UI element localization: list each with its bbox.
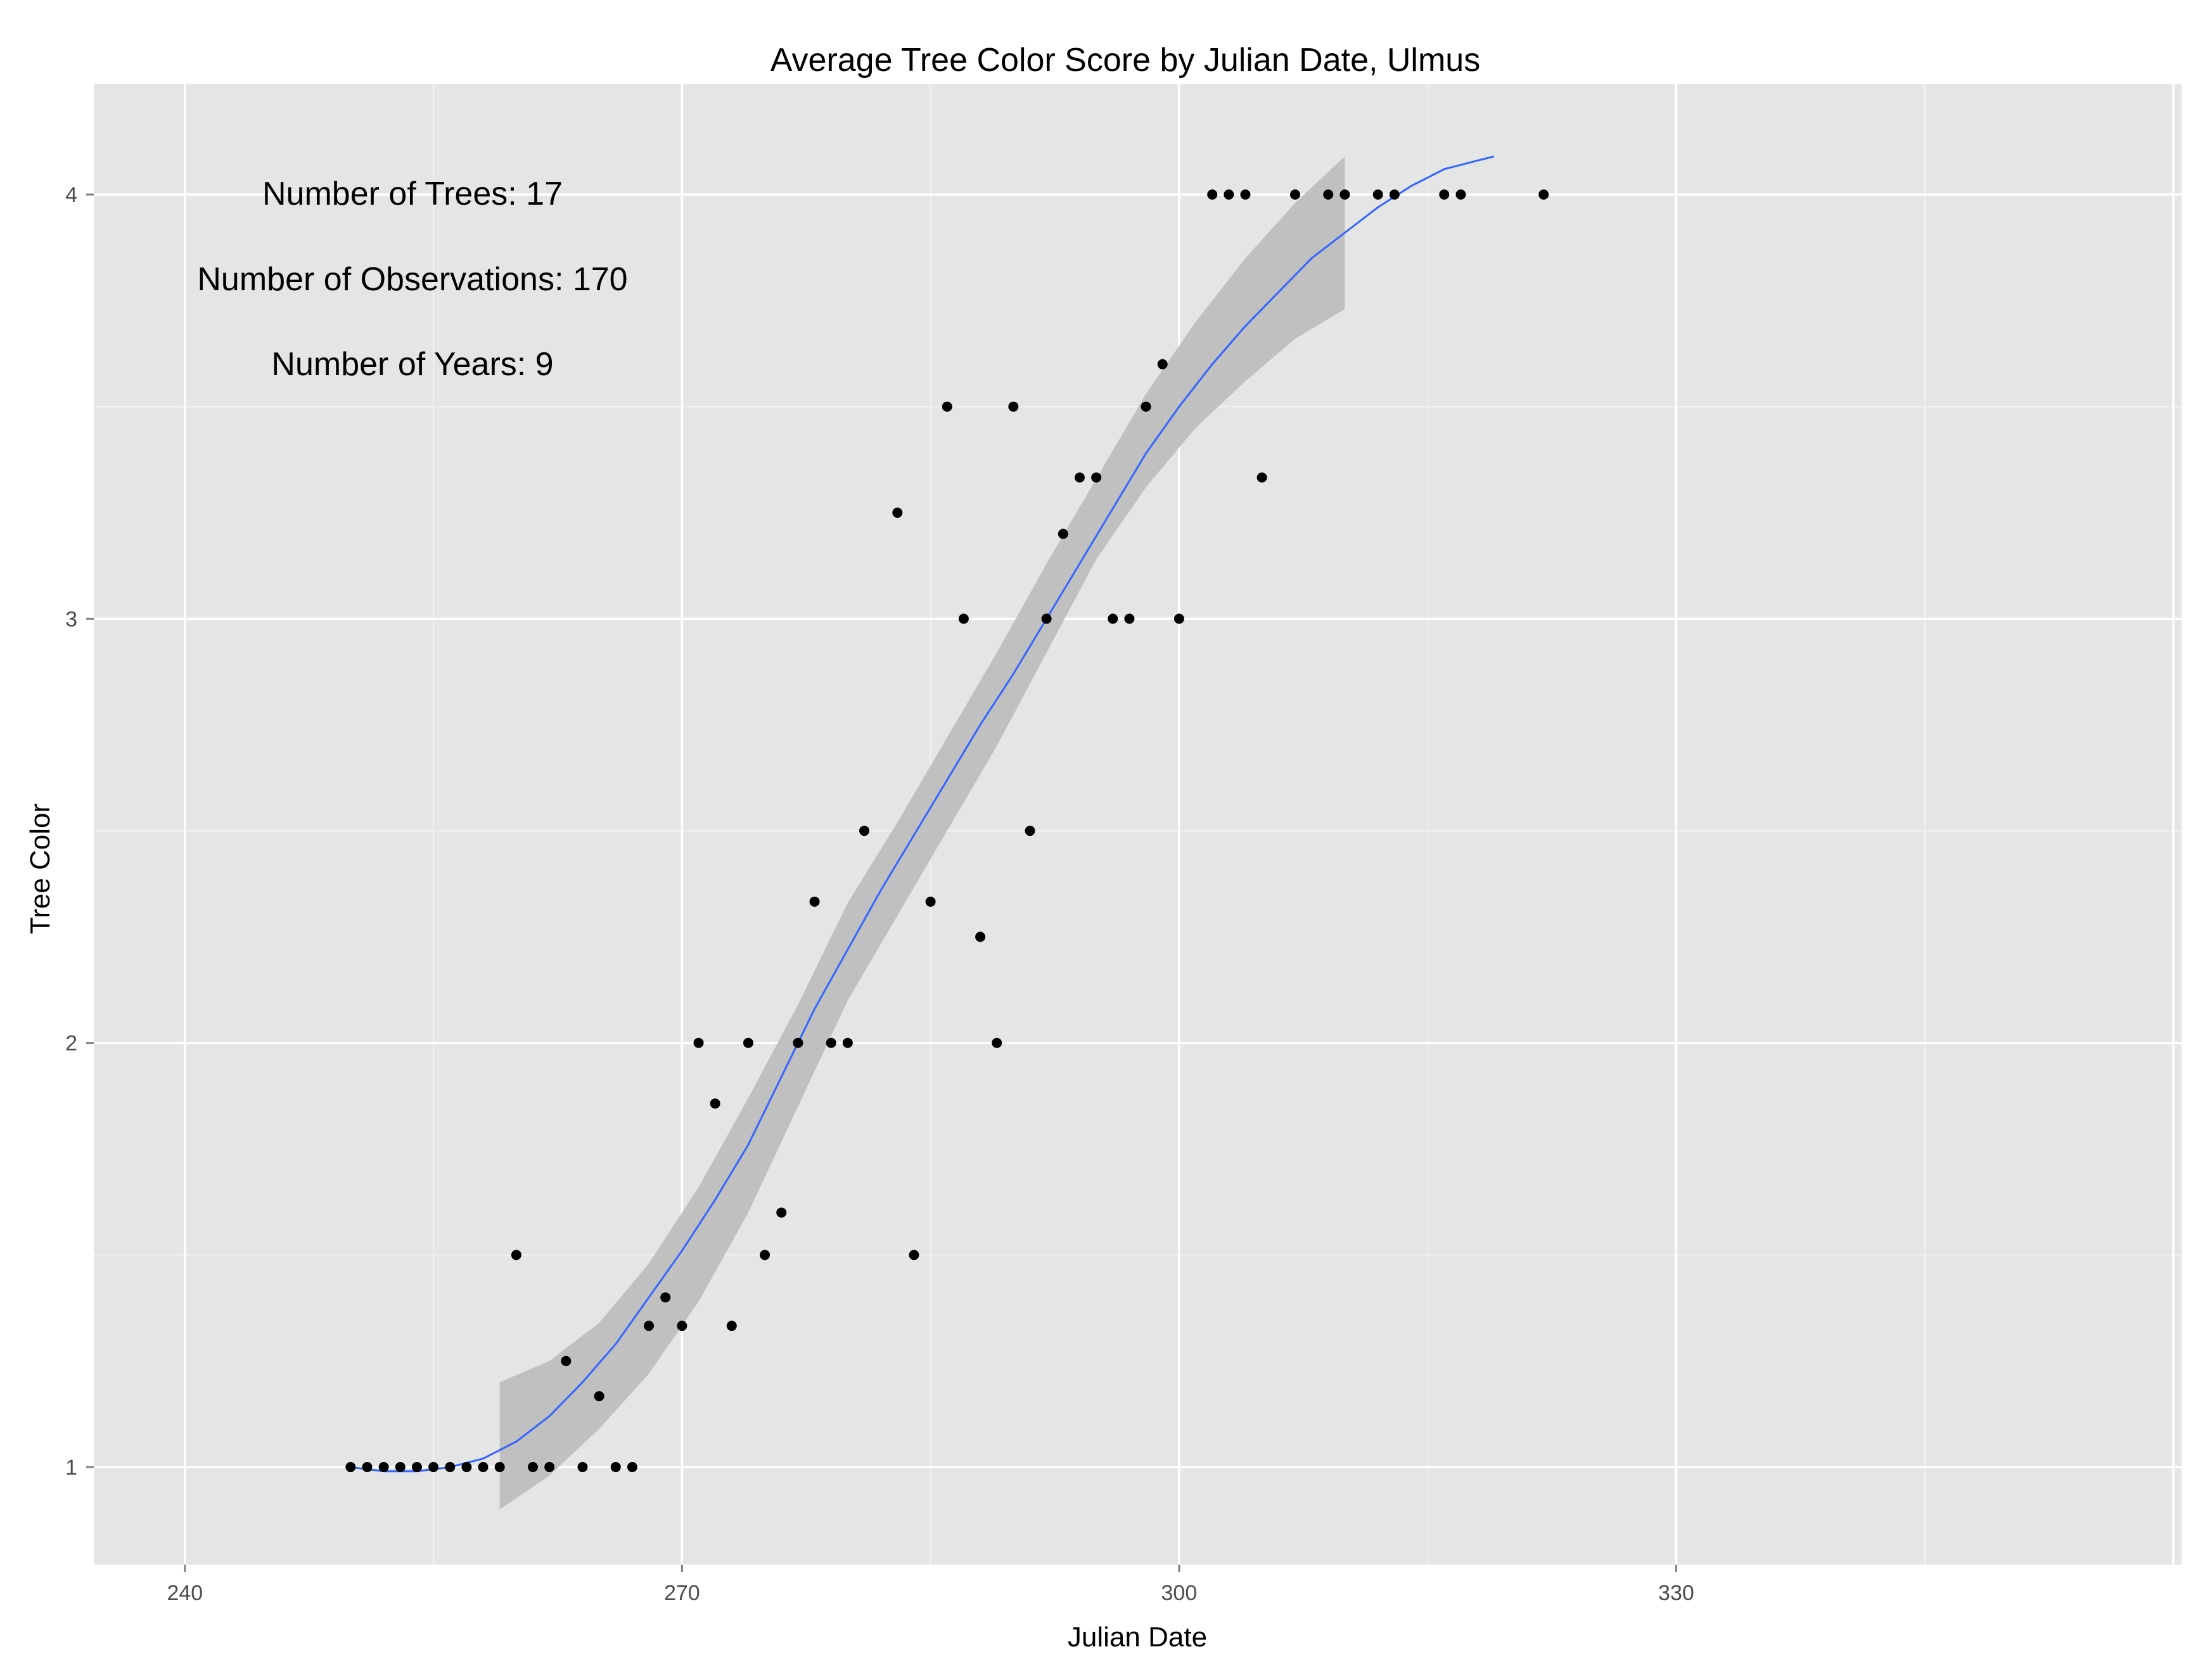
data-point (1008, 401, 1019, 412)
data-point (892, 508, 903, 518)
data-point (577, 1462, 588, 1473)
chart-title: Average Tree Color Score by Julian Date,… (770, 42, 1480, 79)
data-points (345, 189, 1549, 1473)
major-gridlines (94, 84, 2182, 1565)
data-point (1207, 189, 1218, 200)
data-point (992, 1037, 1002, 1048)
data-point (842, 1037, 853, 1048)
data-point (776, 1207, 787, 1218)
x-tick-label: 330 (1658, 1581, 1694, 1605)
smooth-line (350, 155, 1495, 1473)
y-tick-label: 1 (65, 1456, 77, 1480)
data-point (428, 1462, 439, 1473)
data-point (710, 1098, 720, 1109)
data-point (660, 1292, 671, 1303)
data-point (1141, 401, 1151, 412)
data-point (1224, 189, 1234, 200)
x-axis-ticks: 240 270 300 330 (167, 1565, 1694, 1605)
data-point (958, 613, 969, 624)
data-point (809, 896, 820, 907)
confidence-band-layer (499, 156, 1345, 1509)
data-point (1041, 613, 1052, 624)
data-point (610, 1462, 621, 1473)
data-point (644, 1321, 655, 1331)
data-point (793, 1037, 803, 1048)
x-axis-title: Julian Date (1068, 1622, 1207, 1653)
data-point (1389, 189, 1400, 200)
data-point (743, 1037, 753, 1048)
data-point (859, 826, 870, 836)
data-point (1323, 189, 1334, 200)
data-point (1091, 472, 1102, 483)
y-tick-label: 2 (65, 1032, 77, 1056)
data-point (1289, 189, 1300, 200)
data-point (395, 1462, 406, 1473)
data-point (594, 1391, 604, 1402)
annotation-observations: Number of Observations: 170 (197, 261, 627, 298)
data-point (527, 1462, 538, 1473)
data-point (544, 1462, 555, 1473)
minor-gridlines (94, 84, 2182, 1565)
data-point (478, 1462, 489, 1473)
data-point (925, 896, 936, 907)
smooth-line-layer (350, 155, 1495, 1473)
y-axis-title: Tree Color (25, 804, 56, 934)
data-point (826, 1037, 836, 1048)
data-point (345, 1462, 356, 1473)
annotation-years: Number of Years: 9 (271, 346, 553, 383)
data-point (511, 1250, 521, 1260)
data-point (627, 1462, 637, 1473)
data-point (1538, 189, 1549, 200)
x-tick-label: 270 (664, 1581, 700, 1605)
y-axis-ticks: 1 2 3 4 (65, 183, 94, 1480)
data-point (677, 1321, 687, 1331)
data-point (362, 1462, 373, 1473)
data-point (726, 1321, 737, 1331)
confidence-band (499, 156, 1345, 1509)
x-tick-label: 240 (167, 1581, 203, 1605)
data-point (1173, 613, 1184, 624)
data-point (942, 401, 952, 412)
data-point (1339, 189, 1350, 200)
annotation-trees: Number of Trees: 17 (262, 176, 563, 212)
data-point (461, 1462, 472, 1473)
data-point (1108, 613, 1118, 624)
data-point (1074, 472, 1085, 483)
data-point (1256, 472, 1267, 483)
data-point (561, 1355, 572, 1366)
data-point (975, 932, 986, 942)
data-point (693, 1037, 704, 1048)
data-point (1455, 189, 1466, 200)
x-tick-label: 300 (1161, 1581, 1198, 1605)
data-point (1157, 359, 1168, 369)
data-point (1439, 189, 1450, 200)
plot-panel (94, 84, 2182, 1565)
data-point (411, 1462, 422, 1473)
data-point (494, 1462, 505, 1473)
y-tick-label: 3 (65, 607, 77, 631)
data-point (445, 1462, 456, 1473)
data-point (1240, 189, 1251, 200)
y-tick-label: 4 (65, 183, 77, 207)
data-point (378, 1462, 389, 1473)
data-point (1372, 189, 1383, 200)
data-point (1124, 613, 1135, 624)
data-point (760, 1250, 770, 1260)
data-point (1058, 529, 1068, 539)
data-point (909, 1250, 919, 1260)
data-point (1025, 826, 1035, 836)
